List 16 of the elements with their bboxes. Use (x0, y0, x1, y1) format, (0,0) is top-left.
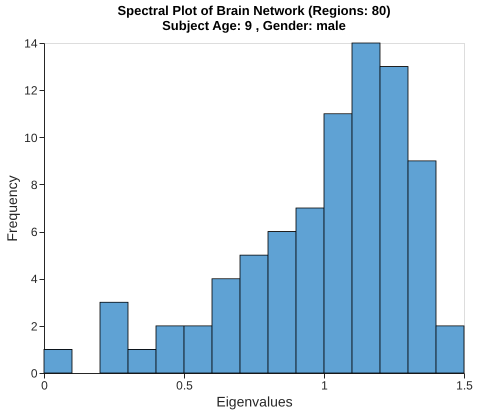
y-tick-label: 0 (30, 366, 38, 380)
x-tick-label: 1.5 (456, 378, 474, 392)
y-tick-label: 14 (24, 36, 38, 50)
y-tick-label: 6 (30, 225, 38, 240)
x-axis-title: Eigenvalues (216, 394, 293, 410)
y-tick-label: 8 (30, 178, 38, 192)
y-tick-label: 4 (30, 272, 38, 286)
y-tick-label: 12 (24, 84, 38, 98)
x-tick-label: 1 (321, 378, 328, 392)
y-tick-label: 2 (30, 319, 38, 334)
x-tick-label: 0.5 (176, 378, 194, 392)
text: Subject Age: 9 , Gender: male (162, 18, 346, 33)
text: Spectral Plot of Brain Network (Regions: 80) (117, 3, 391, 18)
x-tick-label: 0 (41, 378, 48, 392)
y-tick-label: 10 (24, 130, 38, 145)
y-axis-title: Frequency (4, 175, 20, 242)
